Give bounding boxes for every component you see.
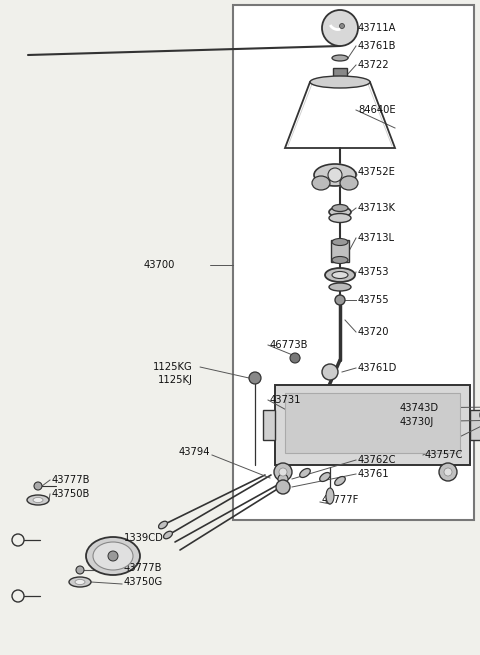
Text: 43762C: 43762C [358, 455, 396, 465]
Text: 46773B: 46773B [270, 340, 309, 350]
Text: 43777B: 43777B [124, 563, 163, 573]
Ellipse shape [329, 283, 351, 291]
Ellipse shape [312, 176, 330, 190]
Text: 43711A: 43711A [358, 23, 396, 33]
Ellipse shape [340, 176, 358, 190]
Bar [263, 410, 275, 440]
Circle shape [339, 24, 345, 29]
Bar [275, 385, 470, 465]
Ellipse shape [335, 477, 345, 485]
Ellipse shape [300, 468, 310, 477]
Text: 1339CD: 1339CD [124, 533, 164, 543]
Circle shape [335, 295, 345, 305]
Ellipse shape [310, 76, 370, 88]
Ellipse shape [27, 495, 49, 505]
Text: 43761B: 43761B [358, 41, 396, 51]
Text: 43761D: 43761D [358, 363, 397, 373]
Circle shape [444, 468, 452, 476]
Ellipse shape [93, 542, 133, 570]
Text: 1125KJ: 1125KJ [158, 375, 193, 385]
Ellipse shape [158, 521, 168, 529]
Bar [285, 393, 460, 453]
Ellipse shape [33, 498, 43, 502]
Circle shape [322, 10, 358, 46]
Circle shape [322, 364, 338, 380]
Circle shape [439, 463, 457, 481]
Circle shape [278, 474, 288, 484]
Bar [331, 240, 349, 262]
Ellipse shape [332, 257, 348, 263]
Bar [233, 5, 474, 520]
Text: 43750B: 43750B [52, 489, 90, 499]
Ellipse shape [325, 268, 355, 282]
Circle shape [108, 551, 118, 561]
Ellipse shape [329, 214, 351, 223]
Circle shape [249, 372, 261, 384]
Circle shape [290, 353, 300, 363]
Text: 43753: 43753 [358, 267, 389, 277]
Text: 43731: 43731 [270, 395, 301, 405]
Ellipse shape [332, 238, 348, 246]
Text: 43722: 43722 [358, 60, 390, 70]
Ellipse shape [332, 55, 348, 61]
Ellipse shape [332, 272, 348, 278]
Ellipse shape [326, 488, 334, 504]
Text: 43794: 43794 [179, 447, 210, 457]
Text: 43720: 43720 [358, 327, 389, 337]
Ellipse shape [320, 472, 330, 481]
Circle shape [276, 480, 290, 494]
Text: 43777B: 43777B [52, 475, 91, 485]
Text: 43777F: 43777F [322, 495, 360, 505]
Text: 43757C: 43757C [425, 450, 464, 460]
Ellipse shape [164, 531, 172, 539]
Ellipse shape [314, 164, 356, 186]
Circle shape [274, 463, 292, 481]
Text: 43750G: 43750G [124, 577, 163, 587]
Circle shape [328, 168, 342, 182]
Text: 43743D: 43743D [400, 403, 439, 413]
Ellipse shape [75, 580, 85, 584]
Text: 43761: 43761 [358, 469, 390, 479]
Ellipse shape [329, 207, 351, 217]
Text: 43730J: 43730J [400, 417, 434, 427]
Text: 43752E: 43752E [358, 167, 396, 177]
Ellipse shape [69, 577, 91, 587]
Ellipse shape [86, 537, 140, 575]
Text: 43713K: 43713K [358, 203, 396, 213]
Text: 43713L: 43713L [358, 233, 395, 243]
Text: 84640E: 84640E [358, 105, 396, 115]
Text: 1125KG: 1125KG [153, 362, 193, 372]
Ellipse shape [332, 204, 348, 212]
Circle shape [76, 566, 84, 574]
Circle shape [279, 468, 287, 476]
Text: 43700: 43700 [144, 260, 175, 270]
Circle shape [34, 482, 42, 490]
Bar [470, 410, 480, 440]
Bar [333, 68, 347, 82]
Text: 43755: 43755 [358, 295, 390, 305]
